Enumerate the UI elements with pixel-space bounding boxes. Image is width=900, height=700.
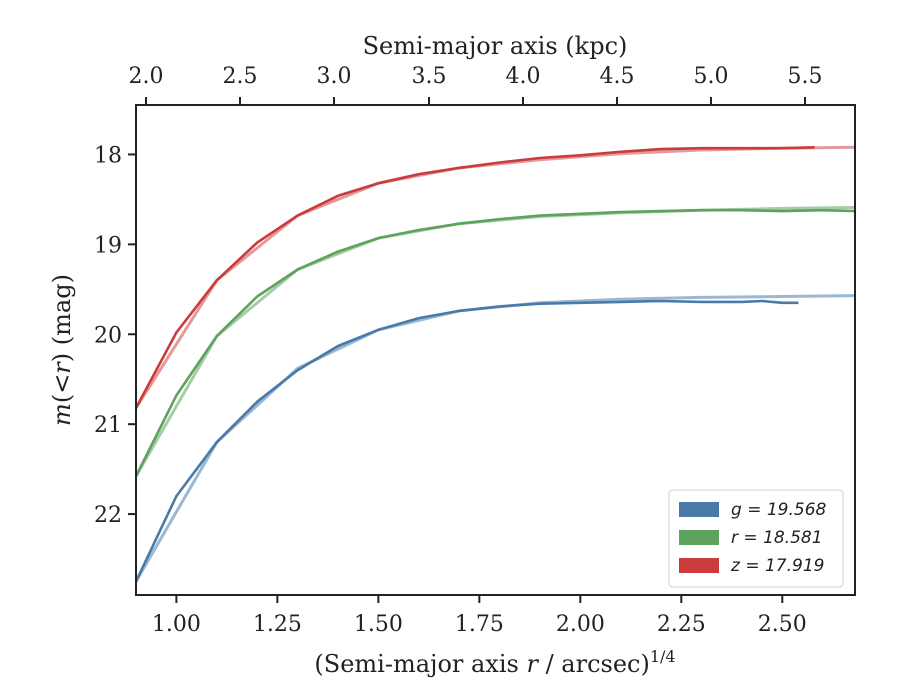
x-tick-label: 2.25	[657, 612, 706, 637]
y-axis-title: m(<r) (mag)	[48, 274, 76, 426]
series-layer	[136, 145, 855, 583]
y-tick-label: 21	[94, 413, 122, 438]
top-x-tick-label: 4.0	[506, 64, 541, 89]
legend-label-z: z = 17.919	[730, 556, 824, 576]
x-tick-label: 1.25	[253, 612, 302, 637]
x-tick-label: 1.75	[455, 612, 504, 637]
top-x-tick-label: 3.5	[412, 64, 447, 89]
series-group	[136, 145, 855, 583]
y-tick-label: 20	[94, 323, 122, 348]
y-tick-label: 22	[94, 503, 122, 528]
top-x-tick-label: 4.5	[600, 64, 635, 89]
top-x-tick-label: 5.5	[788, 64, 823, 89]
legend-swatch-z	[679, 558, 719, 573]
series-line-z	[136, 146, 815, 409]
x-tick-label: 1.00	[152, 612, 201, 637]
legend-swatch-g	[679, 502, 719, 517]
top-axis-title: Semi-major axis (kpc)	[363, 32, 628, 60]
top-x-tick-label: 2.5	[223, 64, 258, 89]
x-tick-label: 1.50	[354, 612, 403, 637]
plot-frame	[135, 104, 856, 596]
series-line-g	[136, 299, 799, 583]
x-tick-label: 2.00	[556, 612, 605, 637]
top-x-tick-label: 5.0	[694, 64, 729, 89]
x-tick-label: 2.50	[758, 612, 807, 637]
top-x-tick-label: 3.0	[317, 64, 352, 89]
series-model-line-z	[136, 145, 855, 409]
axes-layer: 1.00 1.25 1.50 1.75 2.00 2.25 2.50 18 19 20 21 22 2.…	[94, 64, 823, 637]
legend-label-g: g = 19.568	[731, 500, 827, 520]
legend-swatch-r	[679, 530, 719, 545]
legend-label-r: r = 18.581	[731, 528, 823, 548]
top-x-tick-label: 2.0	[129, 64, 164, 89]
series-line-r	[136, 208, 855, 477]
legend: g = 19.568 r = 18.581 z = 17.919	[668, 489, 844, 588]
y-tick-label: 19	[94, 233, 122, 258]
series-model-line-r	[136, 206, 855, 478]
y-tick-label: 18	[94, 143, 122, 168]
x-axis-title: (Semi-major axis r / arcsec)1/4	[314, 647, 675, 678]
